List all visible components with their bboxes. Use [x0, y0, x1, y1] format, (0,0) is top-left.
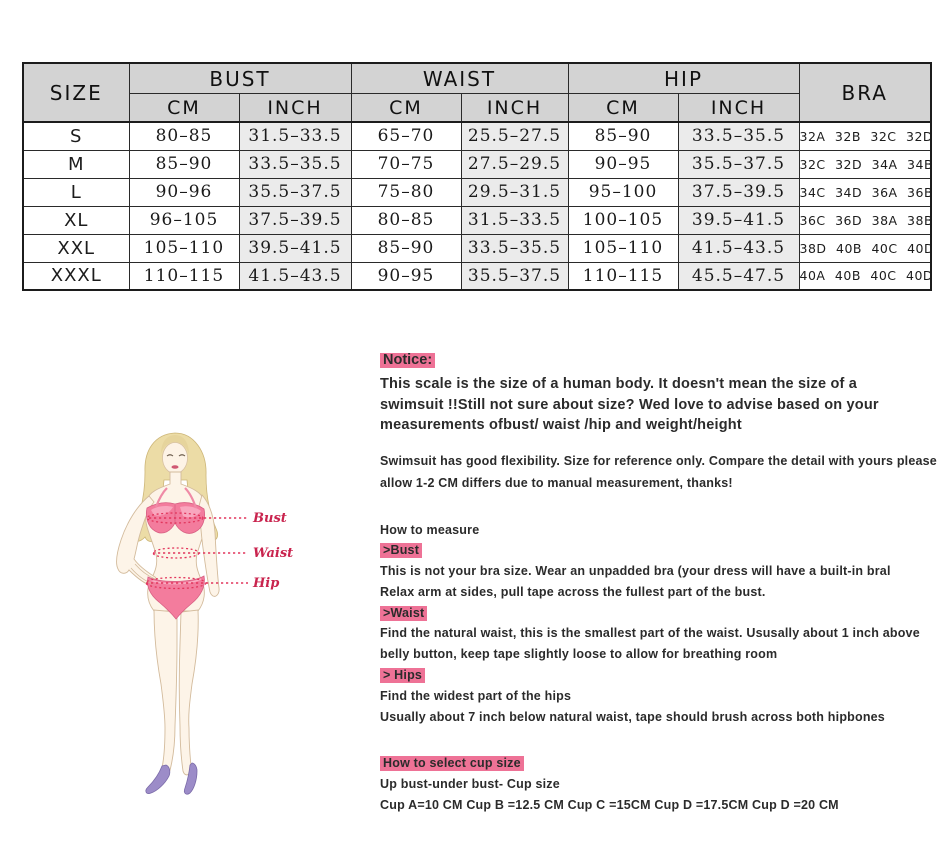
bra-cell: 32A 32B 32C 32D — [798, 121, 932, 151]
notice-heading: Notice: — [380, 353, 436, 368]
bust-inch-cell: 37.5–39.5 — [238, 205, 352, 235]
bra-cell: 36C 36D 38A 38B — [798, 205, 932, 235]
waist-cm-cell: 70–75 — [350, 149, 462, 179]
bra-cell: 32C 32D 34A 34B — [798, 149, 932, 179]
table-row-xxxl: XXXL 110–115 41.5–43.5 90–95 35.5–37.5 1… — [22, 261, 932, 291]
waist-cm-cell: 75–80 — [350, 177, 462, 207]
cup-size-line: Up bust-under bust- Cup size — [380, 777, 560, 792]
info-column: Notice: This scale is the size of a huma… — [380, 352, 942, 816]
waist-label: Waist — [253, 546, 293, 561]
bust-cm-cell: 80–85 — [128, 121, 240, 151]
col-header-bra: BRA — [798, 62, 932, 123]
table-row-m: M 85–90 33.5–35.5 70–75 27.5–29.5 90–95 … — [22, 149, 932, 179]
waist-inch-cell: 25.5–27.5 — [460, 121, 569, 151]
size-cell: XXXL — [22, 261, 130, 291]
hip-cm-cell: 105–110 — [567, 233, 679, 263]
col-header-bust: BUST — [128, 62, 352, 94]
notice-line: This scale is the size of a human body. … — [380, 376, 858, 392]
bust-cm-cell: 110–115 — [128, 261, 240, 291]
heel-shoe-icon — [183, 762, 198, 795]
size-cell: L — [22, 177, 130, 207]
bust-measure-ellipse — [146, 512, 204, 524]
col-header-hip-cm: CM — [567, 93, 679, 123]
col-header-waist-cm: CM — [350, 93, 462, 123]
table-row-xxl: XXL 105–110 39.5–41.5 85–90 33.5–35.5 10… — [22, 233, 932, 263]
col-header-waist: WAIST — [350, 62, 569, 94]
col-header-hip: HIP — [567, 62, 800, 94]
waist-inch-cell: 31.5–33.5 — [460, 205, 569, 235]
col-header-bust-inch: INCH — [238, 93, 352, 123]
waist-inch-cell: 33.5–35.5 — [460, 233, 569, 263]
bust-cm-cell: 90–96 — [128, 177, 240, 207]
bust-inch-cell: 33.5–35.5 — [238, 149, 352, 179]
bust-instruction-line: This is not your bra size. Wear an unpad… — [380, 564, 891, 579]
cup-size-line: Cup A=10 CM Cup B =12.5 CM Cup C =15CM C… — [380, 798, 839, 813]
bust-instruction-line: Relax arm at sides, pull tape across the… — [380, 584, 766, 599]
notice-line: measurements ofbust/ waist /hip and weig… — [380, 417, 742, 433]
bust-section-heading: >Bust — [380, 543, 423, 559]
table-row-l: L 90–96 35.5–37.5 75–80 29.5–31.5 95–100… — [22, 177, 932, 207]
size-cell: XXL — [22, 233, 130, 263]
waist-inch-cell: 29.5–31.5 — [460, 177, 569, 207]
hip-inch-cell: 39.5–41.5 — [677, 205, 800, 235]
hips-section-heading: > Hips — [380, 668, 426, 684]
waist-instruction-line: belly button, keep tape slightly loose t… — [380, 647, 778, 662]
col-header-waist-inch: INCH — [460, 93, 569, 123]
waist-cm-cell: 90–95 — [350, 261, 462, 291]
col-header-hip-inch: INCH — [677, 93, 800, 123]
bra-cell: 38D 40B 40C 40D — [798, 233, 932, 263]
bra-cell: 40A 40B 40C 40D — [798, 261, 932, 291]
waist-cm-cell: 80–85 — [350, 205, 462, 235]
bust-cm-cell: 105–110 — [128, 233, 240, 263]
hip-inch-cell: 41.5–43.5 — [677, 233, 800, 263]
col-header-bust-cm: CM — [128, 93, 240, 123]
bust-inch-cell: 39.5–41.5 — [238, 233, 352, 263]
size-chart-table: SIZE BUST WAIST HIP BRA CM INCH CM INCH … — [22, 62, 932, 291]
size-cell: M — [22, 149, 130, 179]
hip-cm-cell: 90–95 — [567, 149, 679, 179]
flexibility-note-line: Swimsuit has good flexibility. Size for … — [380, 453, 937, 468]
hip-inch-cell: 33.5–35.5 — [677, 121, 800, 151]
bust-inch-cell: 35.5–37.5 — [238, 177, 352, 207]
bust-cm-cell: 96–105 — [128, 205, 240, 235]
table-row-s: S 80–85 31.5–33.5 65–70 25.5–27.5 85–90 … — [22, 121, 932, 151]
bust-inch-cell: 41.5–43.5 — [238, 261, 352, 291]
hip-label: Hip — [252, 576, 279, 591]
size-cell: S — [22, 121, 130, 151]
hip-cm-cell: 110–115 — [567, 261, 679, 291]
bust-inch-cell: 31.5–33.5 — [238, 121, 352, 151]
waist-inch-cell: 27.5–29.5 — [460, 149, 569, 179]
flexibility-note-line: allow 1-2 CM differs due to manual measu… — [380, 475, 733, 490]
cup-size-heading: How to select cup size — [380, 756, 524, 772]
size-cell: XL — [22, 205, 130, 235]
hip-cm-cell: 100–105 — [567, 205, 679, 235]
woman-sketch-icon: Bust Waist Hip — [116, 432, 293, 795]
bikini-bottom-icon — [147, 575, 205, 620]
measurement-figure-illustration: Bust Waist Hip — [85, 420, 345, 820]
col-header-size: SIZE — [22, 62, 130, 123]
hip-cm-cell: 95–100 — [567, 177, 679, 207]
notice-line: swimsuit !!Still not sure about size? We… — [380, 396, 879, 413]
hips-instruction-line: Usually about 7 inch below natural waist… — [380, 709, 885, 724]
waist-section-heading: >Waist — [380, 605, 428, 621]
hip-inch-cell: 37.5–39.5 — [677, 177, 800, 207]
hip-cm-cell: 85–90 — [567, 121, 679, 151]
waist-instruction-line: Find the natural waist, this is the smal… — [380, 626, 920, 641]
bra-cell: 34C 34D 36A 36B — [798, 177, 932, 207]
hips-instruction-line: Find the widest part of the hips — [380, 688, 572, 703]
waist-cm-cell: 85–90 — [350, 233, 462, 263]
table-row-xl: XL 96–105 37.5–39.5 80–85 31.5–33.5 100–… — [22, 205, 932, 235]
hip-inch-cell: 35.5–37.5 — [677, 149, 800, 179]
heel-shoe-icon — [145, 764, 171, 794]
bust-label: Bust — [252, 511, 287, 526]
waist-inch-cell: 35.5–37.5 — [460, 261, 569, 291]
hip-inch-cell: 45.5–47.5 — [677, 261, 800, 291]
how-to-measure-heading: How to measure — [380, 522, 480, 537]
bust-cm-cell: 85–90 — [128, 149, 240, 179]
waist-cm-cell: 65–70 — [350, 121, 462, 151]
